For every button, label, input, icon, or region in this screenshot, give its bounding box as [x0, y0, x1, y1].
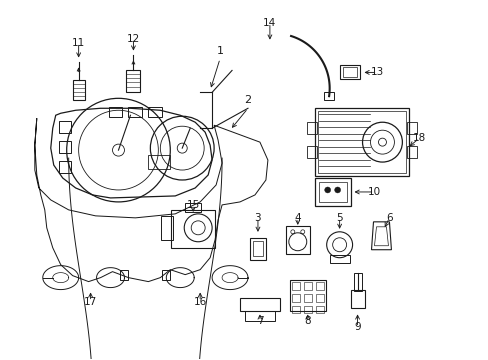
Bar	[291, 293, 299, 302]
Bar	[303, 282, 311, 289]
Text: 13: 13	[370, 67, 384, 77]
Circle shape	[334, 187, 340, 193]
Bar	[148, 107, 162, 117]
Bar	[315, 293, 323, 302]
Text: 10: 10	[367, 187, 380, 197]
Bar	[306, 146, 316, 158]
Bar	[59, 141, 71, 153]
Bar	[171, 210, 215, 248]
Bar	[329, 255, 349, 263]
Text: 15: 15	[186, 200, 200, 210]
Bar	[318, 182, 346, 202]
Bar	[342, 67, 356, 77]
Bar	[108, 107, 122, 117]
Bar	[339, 66, 359, 80]
Text: 14: 14	[263, 18, 276, 28]
Bar	[185, 203, 201, 212]
Text: 18: 18	[412, 133, 425, 143]
Bar	[161, 216, 173, 240]
Bar	[126, 71, 140, 92]
Text: 9: 9	[353, 323, 360, 332]
Bar	[120, 270, 128, 280]
Bar	[73, 80, 84, 100]
Bar	[350, 289, 364, 307]
Text: 12: 12	[126, 33, 140, 44]
Bar	[285, 226, 309, 254]
Bar	[249, 238, 265, 260]
Polygon shape	[51, 108, 212, 198]
Text: 6: 6	[386, 213, 392, 223]
Bar	[59, 121, 71, 133]
Bar	[315, 306, 323, 314]
Bar	[407, 146, 416, 158]
Bar	[291, 282, 299, 289]
Bar	[162, 270, 170, 280]
Text: 1: 1	[216, 45, 223, 55]
Bar	[317, 111, 406, 173]
Text: 16: 16	[193, 297, 206, 306]
Text: 11: 11	[72, 37, 85, 48]
Text: 5: 5	[336, 213, 342, 223]
Bar	[244, 311, 274, 321]
Bar	[306, 122, 316, 134]
Bar	[128, 107, 142, 117]
Bar	[315, 282, 323, 289]
Text: 17: 17	[84, 297, 97, 306]
Text: 3: 3	[254, 213, 261, 223]
Bar	[303, 293, 311, 302]
Bar	[148, 155, 170, 169]
Text: 4: 4	[294, 213, 301, 223]
Text: 8: 8	[304, 316, 310, 327]
Bar	[291, 306, 299, 314]
Text: 2: 2	[244, 95, 251, 105]
Circle shape	[324, 187, 330, 193]
Text: 7: 7	[256, 316, 263, 327]
Bar	[303, 306, 311, 314]
Bar	[240, 298, 279, 311]
Polygon shape	[35, 118, 267, 282]
Bar	[353, 273, 361, 291]
Bar	[314, 108, 408, 176]
Bar	[407, 122, 416, 134]
Bar	[252, 241, 263, 256]
Bar	[59, 161, 71, 173]
Bar	[314, 178, 350, 206]
Bar	[324, 92, 333, 100]
Bar	[289, 280, 325, 311]
